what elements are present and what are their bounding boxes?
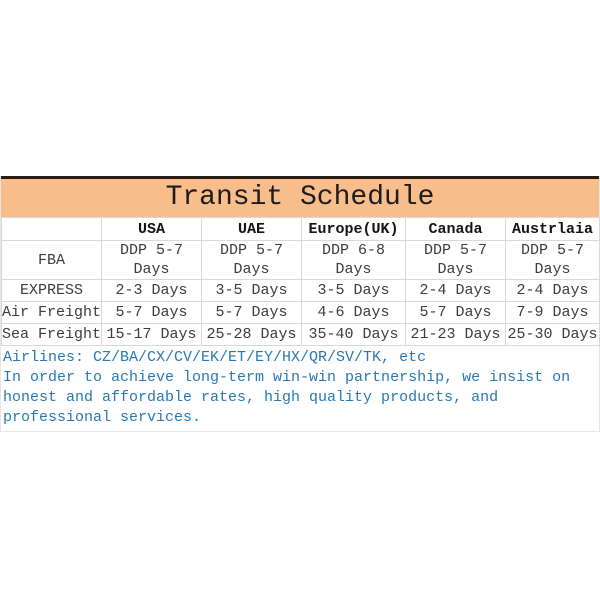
column-header-europe-uk: Europe(UK) [301, 217, 406, 241]
cell-sea-australia: 25-30 Days [505, 323, 600, 346]
row-label-express: EXPRESS [1, 279, 102, 302]
table-row-express: EXPRESS 2-3 Days 3-5 Days 3-5 Days 2-4 D… [1, 279, 600, 302]
partnership-note-line-3: professional services. [3, 409, 202, 426]
column-header-blank [1, 217, 102, 241]
cell-express-uae: 3-5 Days [201, 279, 302, 302]
partnership-note-line-1: In order to achieve long-term win-win pa… [3, 369, 571, 386]
cell-air-canada: 5-7 Days [405, 301, 506, 324]
cell-air-australia: 7-9 Days [505, 301, 600, 324]
transit-schedule-block: Transit Schedule USA UAE Europe(UK) Cana… [0, 176, 600, 432]
cell-fba-canada: DDP 5-7 Days [405, 240, 506, 280]
cell-express-australia: 2-4 Days [505, 279, 600, 302]
cell-air-usa: 5-7 Days [101, 301, 202, 324]
cell-fba-europe: DDP 6-8 Days [301, 240, 406, 280]
cell-sea-europe: 35-40 Days [301, 323, 406, 346]
cell-sea-uae: 25-28 Days [201, 323, 302, 346]
cell-air-europe: 4-6 Days [301, 301, 406, 324]
cell-fba-usa: DDP 5-7 Days [101, 240, 202, 280]
cell-air-uae: 5-7 Days [201, 301, 302, 324]
table-row-air-freight: Air Freight 5-7 Days 5-7 Days 4-6 Days 5… [1, 301, 600, 324]
column-header-canada: Canada [405, 217, 506, 241]
table-row-fba: FBA DDP 5-7 Days DDP 5-7 Days DDP 6-8 Da… [1, 240, 600, 280]
cell-fba-uae: DDP 5-7 Days [201, 240, 302, 280]
column-header-australia: Austrlaia [505, 217, 600, 241]
row-label-sea-freight: Sea Freight [1, 323, 102, 346]
partnership-note-line-2: honest and affordable rates, high qualit… [3, 389, 499, 406]
cell-fba-australia: DDP 5-7 Days [505, 240, 600, 280]
cell-express-canada: 2-4 Days [405, 279, 506, 302]
header-row: USA UAE Europe(UK) Canada Austrlaia [1, 217, 600, 241]
row-label-fba: FBA [1, 240, 102, 280]
notes: Airlines: CZ/BA/CX/CV/EK/ET/EY/HX/QR/SV/… [1, 346, 599, 431]
table-row-sea-freight: Sea Freight 15-17 Days 25-28 Days 35-40 … [1, 323, 600, 346]
page-title: Transit Schedule [165, 182, 435, 213]
transit-schedule-table: USA UAE Europe(UK) Canada Austrlaia FBA … [1, 217, 600, 346]
column-header-usa: USA [101, 217, 202, 241]
airlines-note-line: Airlines: CZ/BA/CX/CV/EK/ET/EY/HX/QR/SV/… [3, 349, 427, 366]
column-header-uae: UAE [201, 217, 302, 241]
banner: Transit Schedule [1, 176, 599, 217]
cell-express-usa: 2-3 Days [101, 279, 202, 302]
cell-express-europe: 3-5 Days [301, 279, 406, 302]
cell-sea-usa: 15-17 Days [101, 323, 202, 346]
cell-sea-canada: 21-23 Days [405, 323, 506, 346]
row-label-air-freight: Air Freight [1, 301, 102, 324]
